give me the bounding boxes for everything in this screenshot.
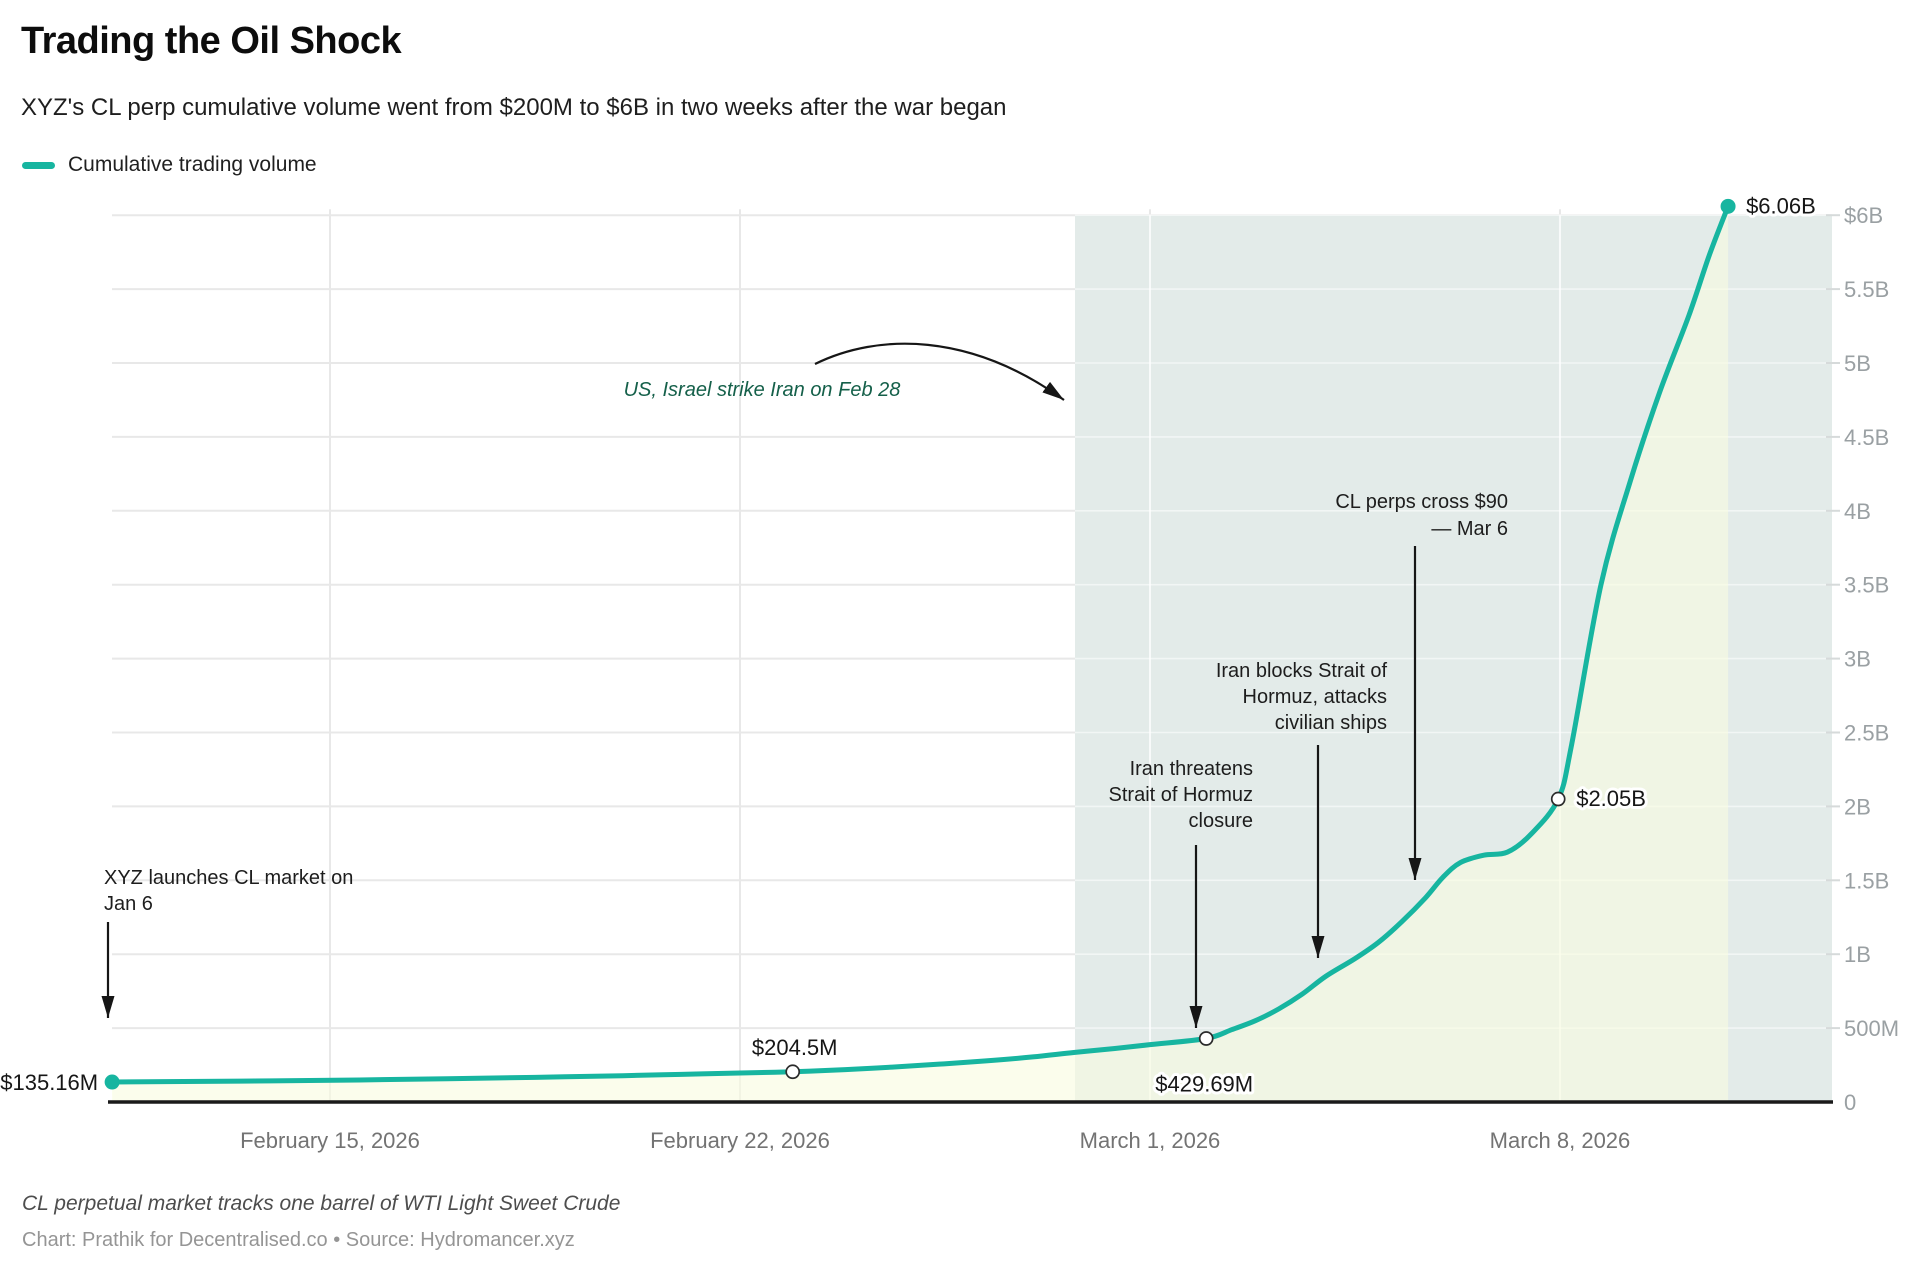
y-axis-label: 1B: [1844, 942, 1871, 967]
y-axis-label: 2.5B: [1844, 721, 1889, 746]
y-axis-label: 3B: [1844, 647, 1871, 672]
data-point-marker: [1550, 791, 1566, 807]
legend-label: Cumulative trading volume: [68, 153, 317, 176]
footer-credit: Chart: Prathik for Decentralised.co • So…: [22, 1229, 575, 1251]
data-point-label: $135.16M: [0, 1070, 98, 1095]
annotation-threaten: Strait of Hormuz: [1109, 784, 1253, 806]
y-axis-label: 0: [1844, 1090, 1856, 1115]
y-axis-label: $6B: [1844, 203, 1883, 228]
legend: Cumulative trading volume: [22, 153, 317, 177]
y-axis-label: 5B: [1844, 351, 1871, 376]
data-point-marker: [785, 1064, 801, 1080]
x-axis-label: March 8, 2026: [1490, 1128, 1631, 1153]
data-point-marker: [104, 1074, 120, 1090]
y-axis-label: 4.5B: [1844, 425, 1889, 450]
data-point-label: $429.69M: [1155, 1071, 1253, 1096]
chart-subtitle: XYZ's CL perp cumulative volume went fro…: [21, 94, 1007, 121]
series-line: [109, 203, 1731, 1085]
annotation-launch: Jan 6: [104, 893, 153, 915]
data-point-label: $2.05B: [1576, 786, 1646, 811]
annotation-blocks: Hormuz, attacks: [1243, 686, 1387, 708]
chart-title: Trading the Oil Shock: [21, 20, 402, 62]
annotation-threaten: closure: [1189, 810, 1253, 832]
data-point-label: $204.5M: [752, 1035, 838, 1060]
x-axis-label: February 15, 2026: [240, 1128, 420, 1153]
annotation-arrow-curved: [814, 342, 1065, 401]
data-point-marker: [1720, 198, 1736, 214]
annotation-cross90: CL perps cross $90: [1335, 491, 1508, 513]
x-axis-label: March 1, 2026: [1080, 1128, 1221, 1153]
data-point-label: $6.06B: [1746, 193, 1816, 218]
annotation-threaten: Iran threatens: [1130, 758, 1253, 780]
data-point-marker: [1198, 1031, 1214, 1046]
legend-line-swatch: [22, 161, 55, 169]
y-axis-label: 500M: [1844, 1016, 1899, 1041]
annotation-blocks: civilian ships: [1275, 712, 1387, 734]
footer-note: CL perpetual market tracks one barrel of…: [22, 1192, 621, 1215]
y-axis-label: 1.5B: [1844, 868, 1889, 893]
annotation-blocks: Iran blocks Strait of: [1216, 660, 1388, 682]
y-axis-label: 3.5B: [1844, 573, 1889, 598]
y-axis-label: 4B: [1844, 499, 1871, 524]
y-axis-label: 5.5B: [1844, 277, 1889, 302]
x-axis-label: February 22, 2026: [650, 1128, 830, 1153]
annotation-launch: XYZ launches CL market on: [104, 867, 353, 889]
annotation-cross90: — Mar 6: [1431, 518, 1508, 540]
y-axis-label: 2B: [1844, 794, 1871, 819]
annotation-strike: US, Israel strike Iran on Feb 28: [624, 379, 901, 401]
series-area: [112, 206, 1729, 1102]
